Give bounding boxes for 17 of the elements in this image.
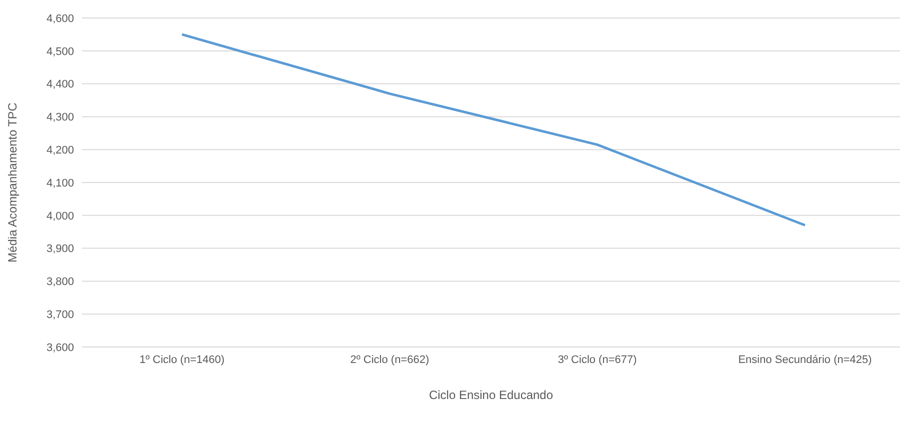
x-tick-label: 2º Ciclo (n=662): [350, 354, 430, 366]
y-tick-label: 3,600: [46, 342, 74, 354]
x-axis-title: Ciclo Ensino Educando: [428, 388, 554, 402]
y-tick-label: 4,000: [46, 210, 74, 222]
y-tick-label: 4,400: [46, 78, 74, 91]
x-tick-label: 1º Ciclo (n=1460): [139, 354, 225, 366]
x-tick-label: Ensino Secundário (n=425): [738, 354, 872, 366]
y-tick-label: 3,700: [46, 309, 74, 322]
line-series: [180, 33, 806, 227]
y-tick-label: 3,900: [46, 243, 74, 256]
x-tick-label: 3º Ciclo (n=677): [558, 354, 637, 366]
y-tick-label: 4,500: [46, 46, 74, 58]
y-tick-label: 3,800: [46, 276, 74, 288]
y-tick-label: 4,100: [46, 177, 74, 190]
y-tick-label: 4,300: [46, 112, 74, 124]
y-tick-label: 4,200: [46, 144, 74, 157]
y-tick-label: 4,600: [46, 12, 74, 25]
